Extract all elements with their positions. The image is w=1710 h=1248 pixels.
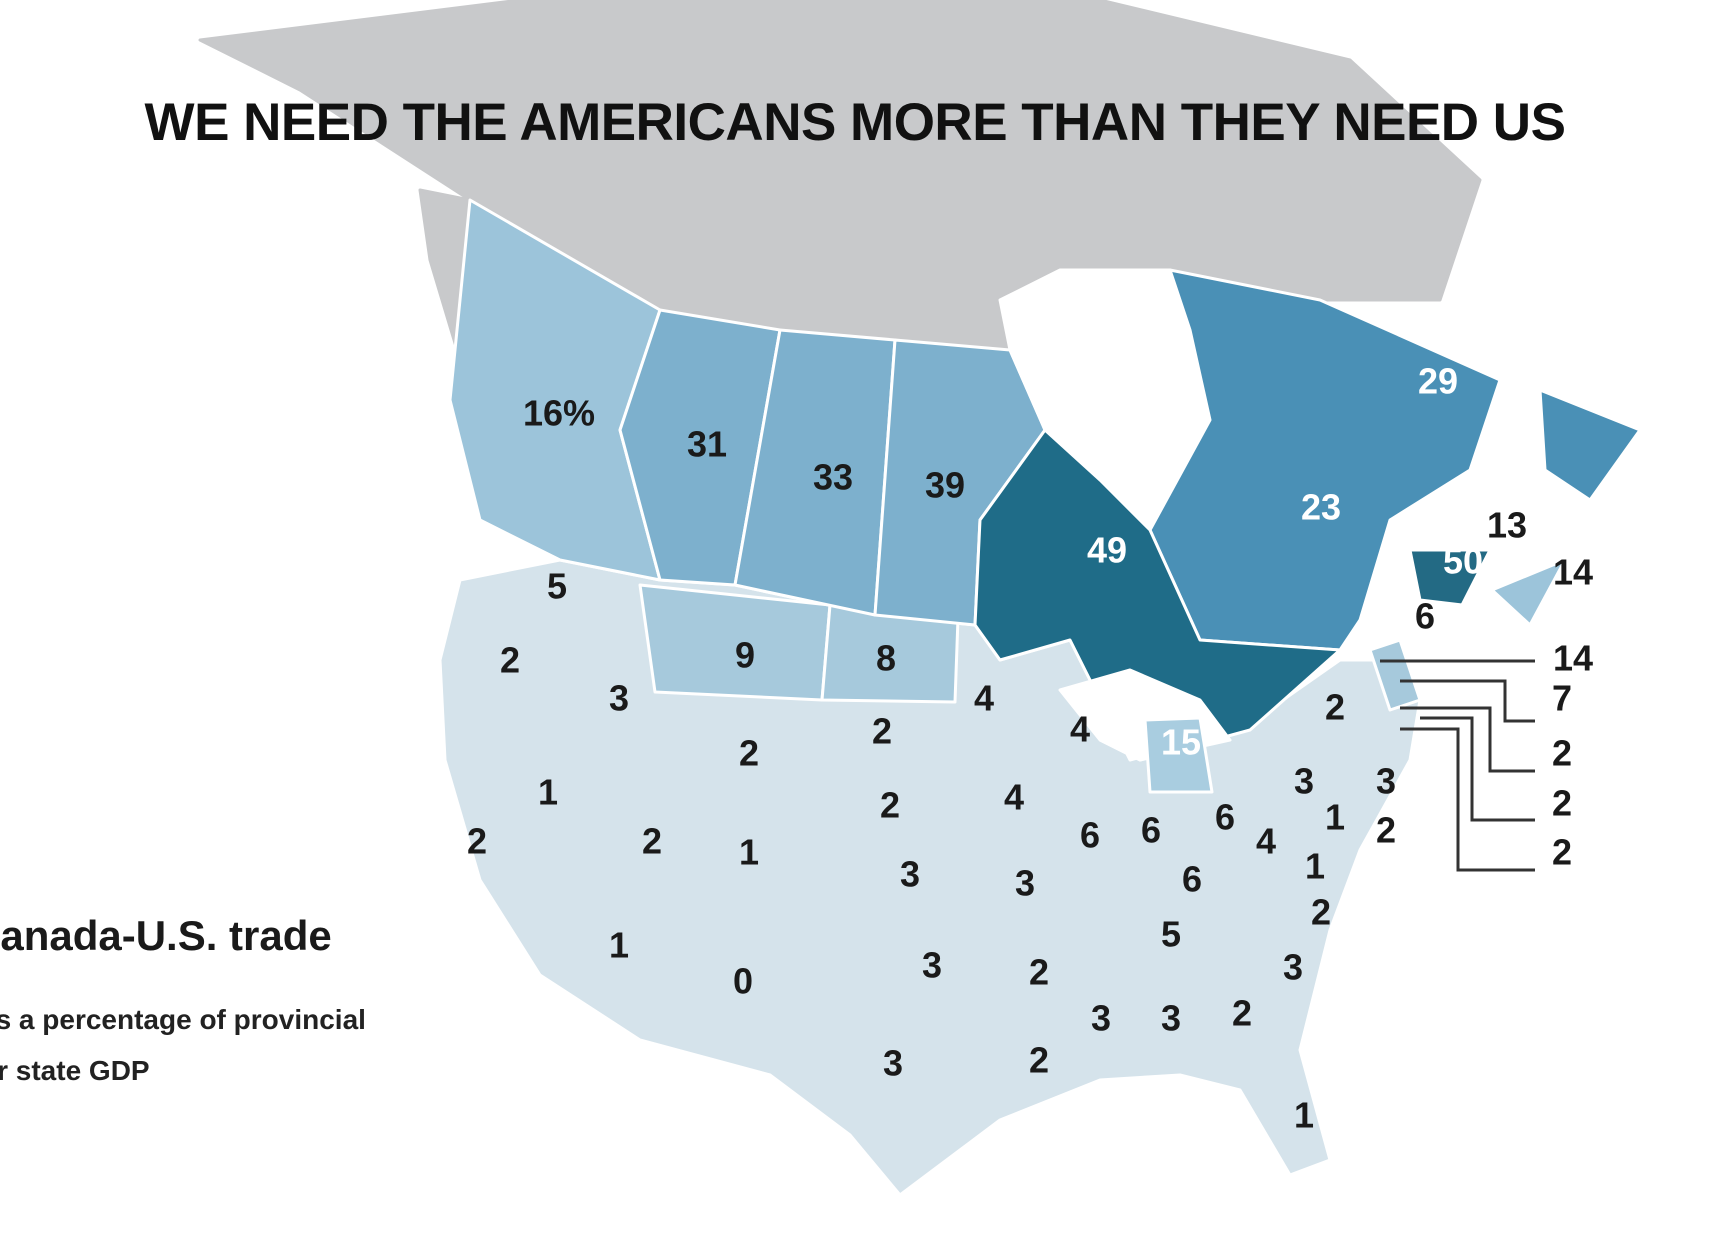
state-value-label: 2 xyxy=(739,733,759,774)
state-value-label: 6 xyxy=(1182,859,1202,900)
leader-line xyxy=(1400,679,1535,723)
state-value-label: 3 xyxy=(883,1043,903,1084)
state-value-label: 1 xyxy=(1294,1095,1314,1136)
new-brunswick xyxy=(1408,548,1492,607)
state-value-label: 2 xyxy=(1029,952,1049,993)
province-value-label: 33 xyxy=(813,457,853,498)
state-value-label: 3 xyxy=(900,854,920,895)
state-value-label: 5 xyxy=(547,566,567,607)
leader-line xyxy=(1420,716,1535,822)
michigan xyxy=(1143,716,1214,794)
state-value-label: 6 xyxy=(1080,815,1100,856)
nova-scotia xyxy=(1490,558,1567,627)
state-value-label: 3 xyxy=(1376,761,1396,802)
province-value-label: 49 xyxy=(1087,530,1127,571)
leader-line xyxy=(1400,706,1535,773)
state-value-label: 7 xyxy=(1552,678,1572,719)
state-value-label: 3 xyxy=(1283,947,1303,988)
state-value-label: 2 xyxy=(1232,993,1252,1034)
state-value-label: 1 xyxy=(609,925,629,966)
state-value-label: 9 xyxy=(735,635,755,676)
state-value-label: 2 xyxy=(1376,810,1396,851)
province-value-label: 23 xyxy=(1301,487,1341,528)
state-value-label: 15 xyxy=(1161,722,1201,763)
state-value-label: 3 xyxy=(922,945,942,986)
legend-subtitle-line2: or state GDP xyxy=(0,1055,150,1086)
state-value-label: 14 xyxy=(1553,638,1593,679)
legend-subtitle-line1: as a percentage of provincial xyxy=(0,1004,366,1035)
state-value-label: 1 xyxy=(1325,797,1345,838)
alberta xyxy=(618,308,782,587)
state-value-label: 1 xyxy=(739,832,759,873)
state-value-label: 3 xyxy=(1161,998,1181,1039)
state-value-label: 3 xyxy=(1015,863,1035,904)
page-title: WE NEED THE AMERICANS MORE THAN THEY NEE… xyxy=(144,93,1566,152)
province-value-label: 14 xyxy=(1553,552,1593,593)
quebec xyxy=(1148,268,1502,652)
state-value-label: 2 xyxy=(500,640,520,681)
state-value-label: 2 xyxy=(467,821,487,862)
state-value-label: 2 xyxy=(880,785,900,826)
province-value-label: 31 xyxy=(687,424,727,465)
state-value-label: 2 xyxy=(1311,892,1331,933)
legend-title: Canada-U.S. trade xyxy=(0,912,332,959)
state-value-label: 8 xyxy=(876,638,896,679)
state-value-label: 1 xyxy=(1305,846,1325,887)
state-value-label: 0 xyxy=(733,961,753,1002)
state-value-label: 3 xyxy=(609,678,629,719)
state-value-label: 6 xyxy=(1215,797,1235,838)
state-value-label: 2 xyxy=(1552,783,1572,824)
newfoundland xyxy=(1538,388,1642,502)
province-value-label: 13 xyxy=(1487,505,1527,546)
state-value-label: 6 xyxy=(1141,810,1161,851)
province-value-label: 16% xyxy=(523,393,595,434)
state-value-label: 4 xyxy=(1004,777,1024,818)
state-value-label: 2 xyxy=(642,821,662,862)
state-value-label: 2 xyxy=(1552,733,1572,774)
state-value-label: 2 xyxy=(1552,832,1572,873)
state-value-label: 4 xyxy=(1070,709,1090,750)
province-value-label: 50 xyxy=(1443,541,1483,582)
state-value-label: 1 xyxy=(538,772,558,813)
province-value-label: 39 xyxy=(925,465,965,506)
state-value-label: 6 xyxy=(1415,596,1435,637)
state-value-label: 3 xyxy=(1091,998,1111,1039)
province-value-label: 29 xyxy=(1418,361,1458,402)
state-value-label: 2 xyxy=(872,711,892,752)
maine-region xyxy=(1368,638,1422,712)
state-value-label: 4 xyxy=(1256,821,1276,862)
state-value-label: 2 xyxy=(1325,687,1345,728)
state-value-label: 3 xyxy=(1294,761,1314,802)
leader-line xyxy=(1400,727,1535,872)
state-value-label: 2 xyxy=(1029,1040,1049,1081)
state-value-label: 4 xyxy=(974,678,994,719)
state-value-label: 5 xyxy=(1161,914,1181,955)
